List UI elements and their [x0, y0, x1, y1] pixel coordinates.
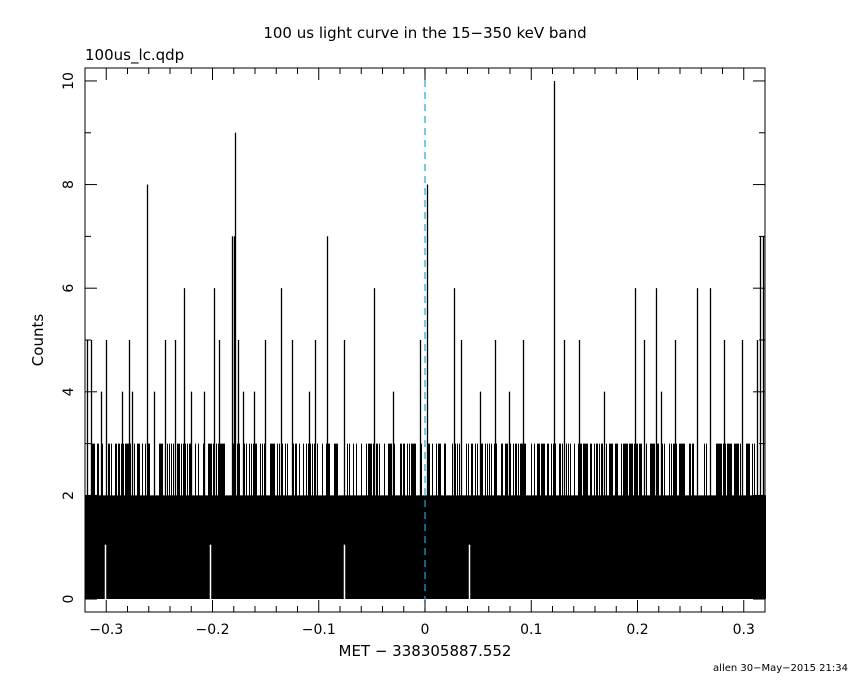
y-tick-label: 4: [61, 387, 77, 396]
x-tick-label: −0.3: [89, 622, 123, 638]
y-tick-label: 8: [61, 180, 77, 189]
y-axis: 0 2 4 6 8 10: [61, 72, 765, 604]
x-tick-label: 0.3: [733, 622, 755, 638]
y-tick-label: 6: [61, 284, 77, 293]
plot-area: [84, 67, 766, 613]
x-tick-label: 0.1: [520, 622, 542, 638]
footer-stamp: allen 30−May−2015 21:34: [713, 663, 848, 674]
y-tick-label: 2: [61, 491, 77, 500]
x-tick-label: −0.1: [302, 622, 336, 638]
file-label: 100us_lc.qdp: [85, 46, 184, 65]
x-tick-label: −0.2: [196, 622, 230, 638]
y-tick-label: 10: [61, 72, 77, 90]
y-axis-label: Counts: [29, 314, 47, 367]
chart-title: 100 us light curve in the 15−350 keV ban…: [263, 24, 586, 42]
x-tick-label: 0.2: [626, 622, 648, 638]
x-axis-label: MET − 338305887.552: [339, 642, 512, 660]
x-axis: −0.3 −0.2 −0.1 0 0.1 0.2 0.3: [84, 68, 766, 638]
y-tick-label: 0: [61, 595, 77, 604]
x-tick-label: 0: [421, 622, 430, 638]
